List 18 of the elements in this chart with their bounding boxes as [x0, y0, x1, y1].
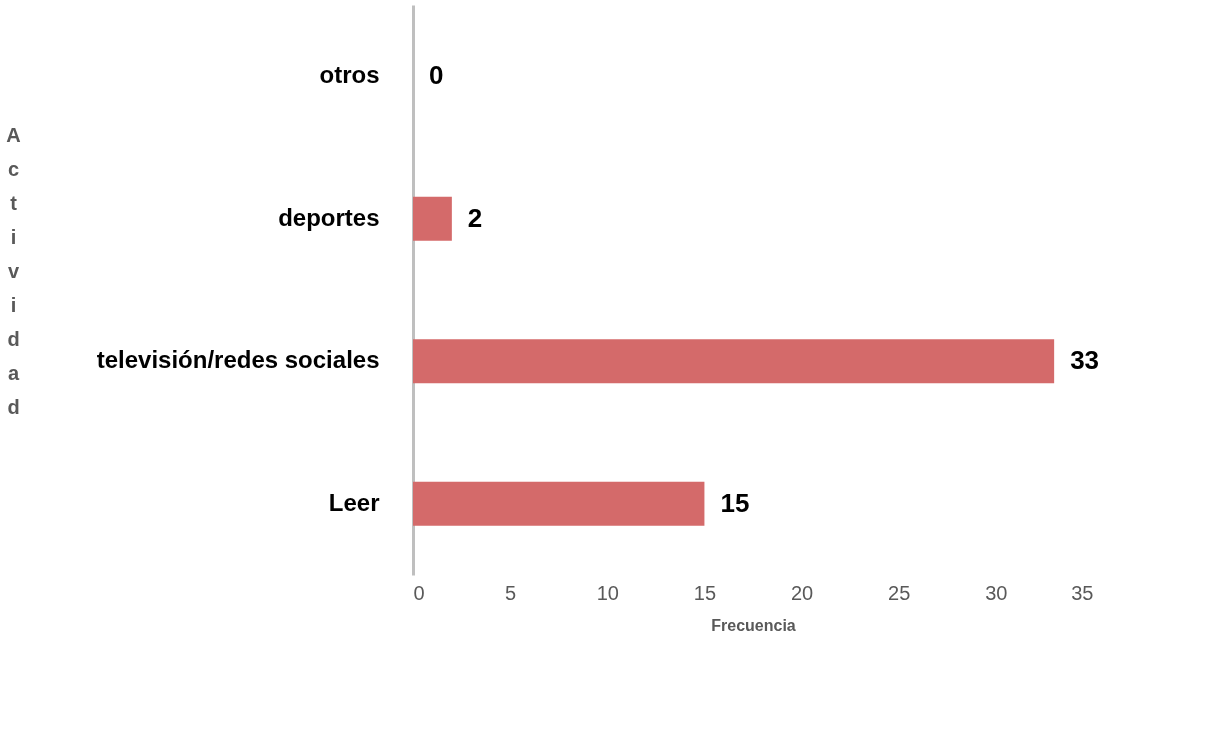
- x-tick-label: 5: [505, 581, 517, 604]
- data-label: 2: [467, 202, 483, 233]
- y-tick-label: otros: [319, 61, 380, 89]
- x-tick-label: 0: [413, 581, 425, 604]
- x-tick-label: 15: [693, 581, 717, 604]
- y-tick-label: Leer: [328, 488, 380, 516]
- data-label: 15: [720, 487, 750, 518]
- x-tick-label: 20: [790, 581, 814, 604]
- x-tick-label: 25: [888, 581, 911, 604]
- x-tick-label: 30: [985, 581, 1008, 604]
- data-label: 0: [429, 60, 444, 91]
- x-axis-title: Frecuencia: [711, 616, 796, 634]
- data-label: 33: [1070, 345, 1100, 376]
- x-tick-label: 10: [596, 581, 619, 604]
- x-tick-label: 35: [1071, 581, 1094, 604]
- y-tick-label: deportes: [278, 203, 380, 231]
- y-tick-label: televisión/redes sociales: [96, 346, 380, 374]
- text: Actividad: [6, 123, 21, 418]
